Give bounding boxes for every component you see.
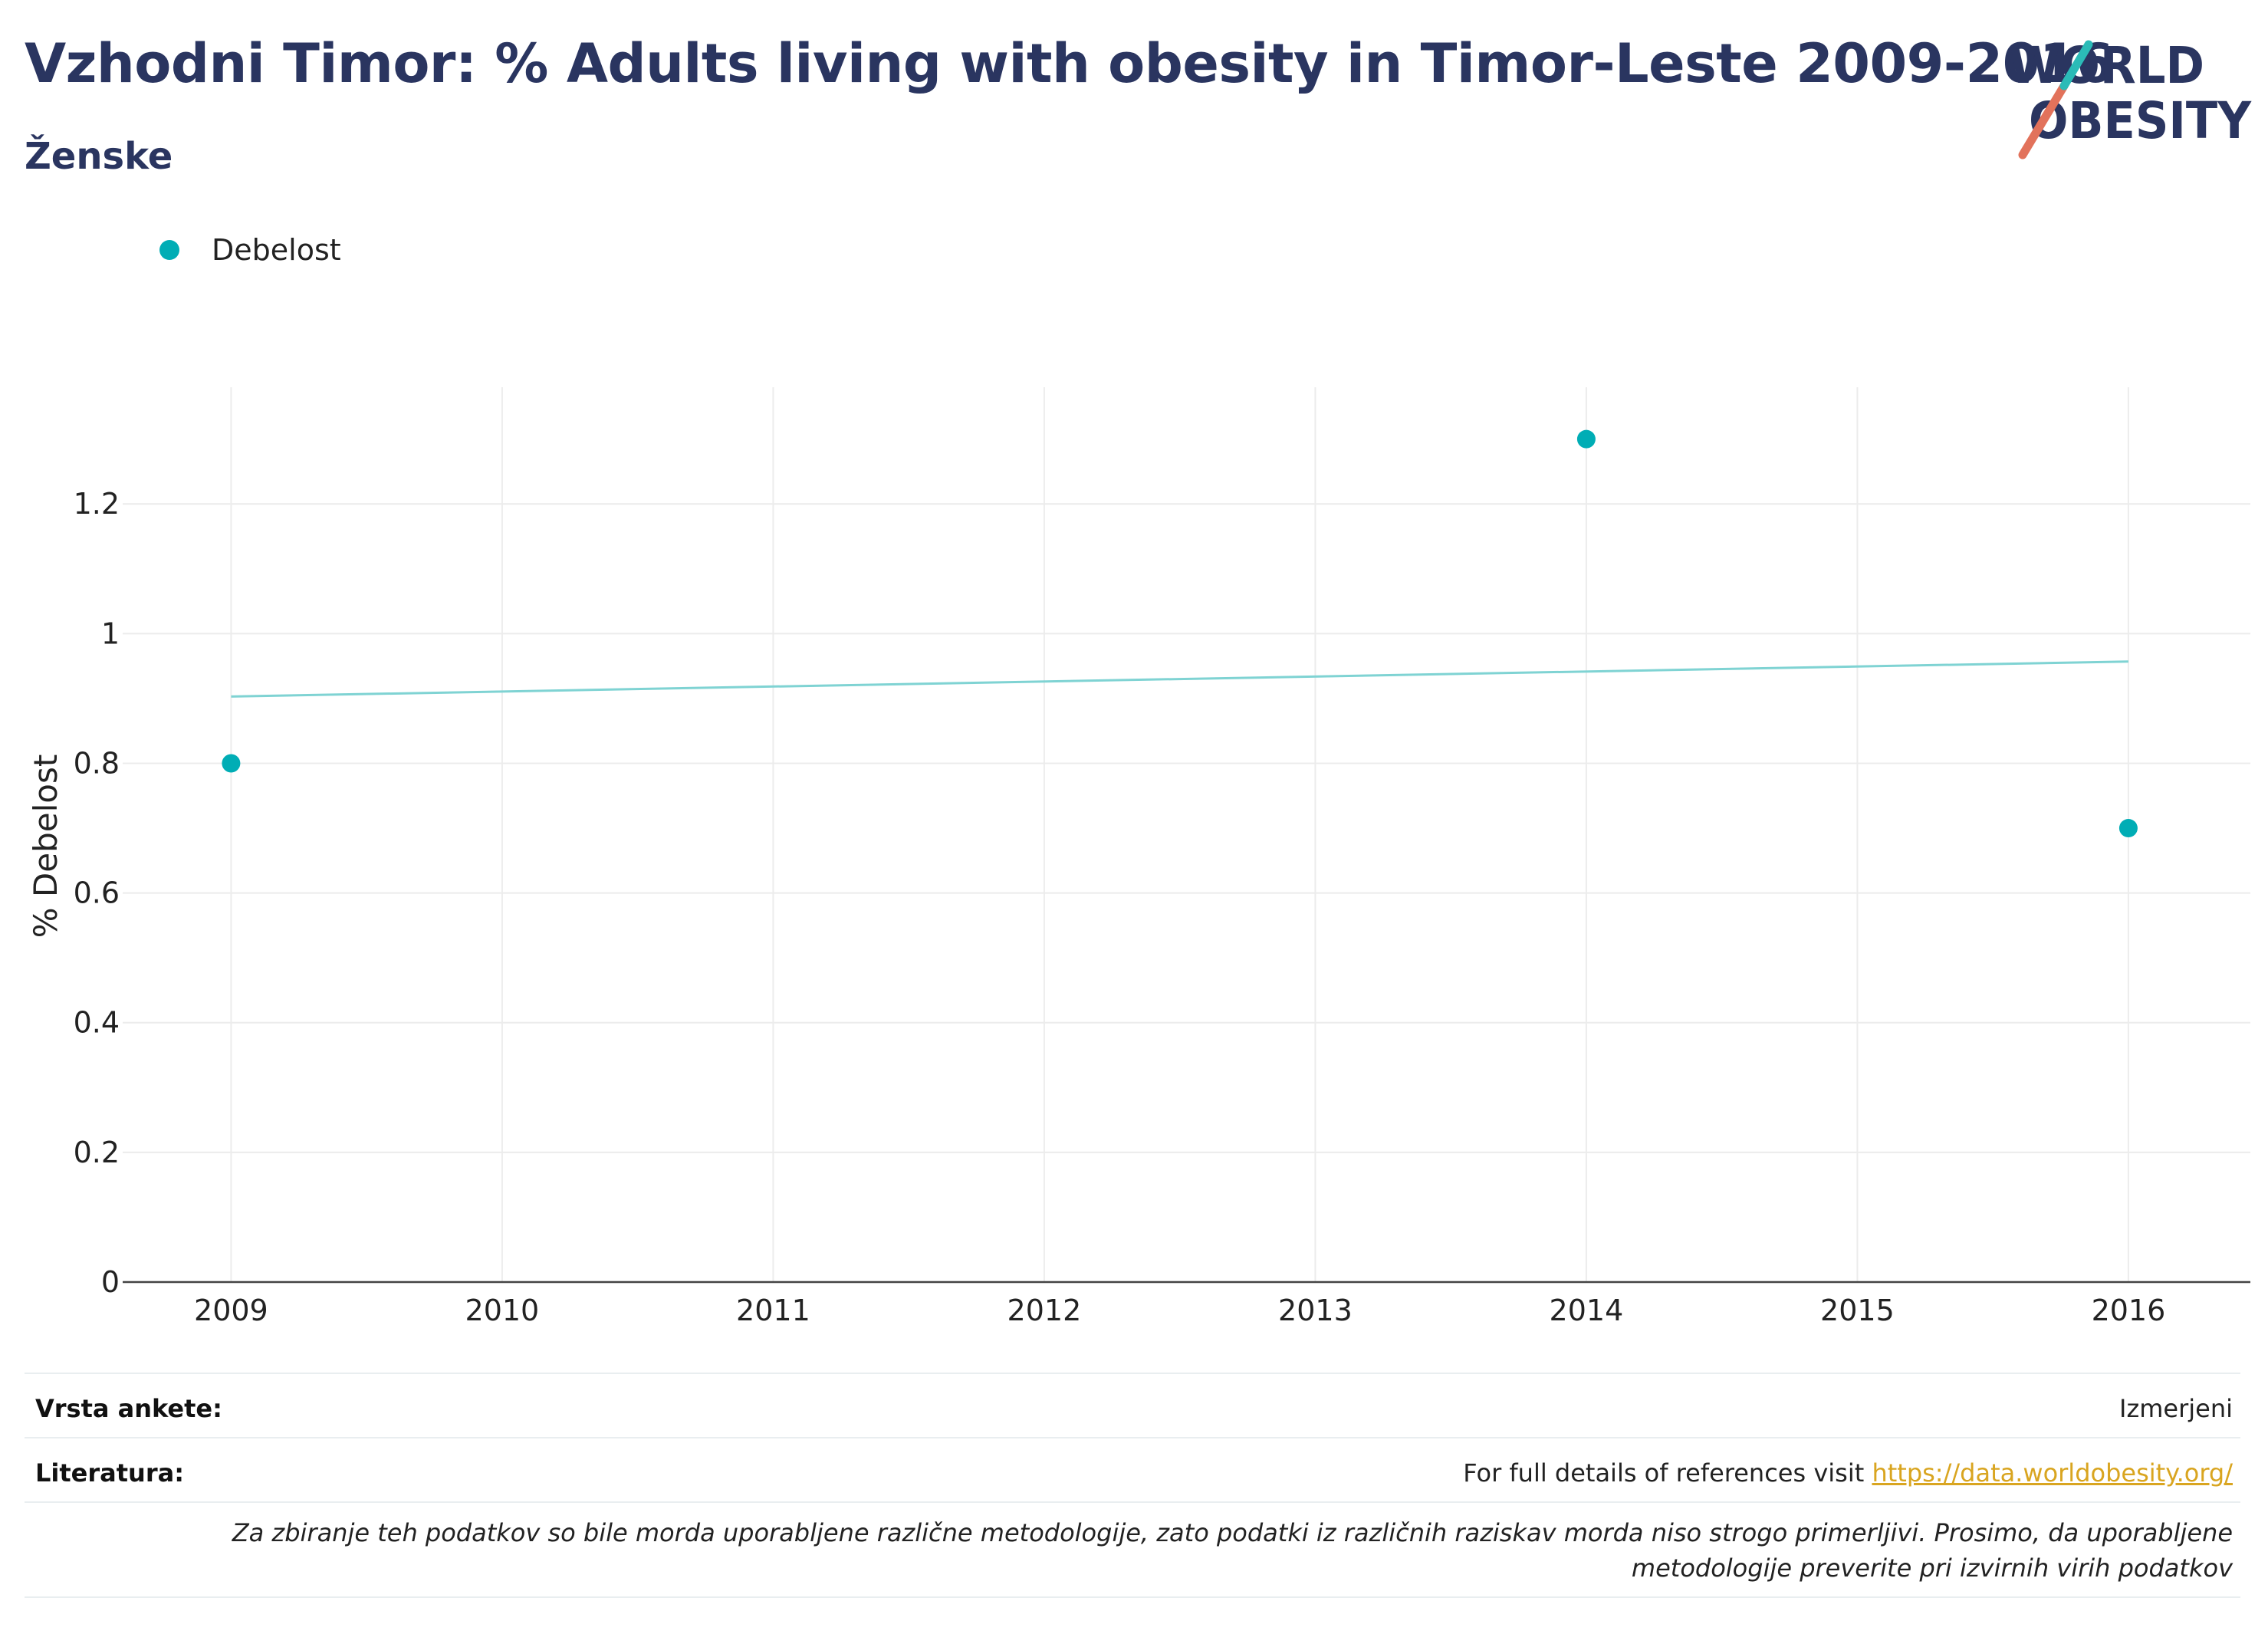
world-obesity-logo: WORLD OBESITY xyxy=(2009,36,2252,159)
chart-title: Vzhodni Timor: % Adults living with obes… xyxy=(25,32,2114,95)
references-link[interactable]: https://data.worldobesity.org/ xyxy=(1872,1458,2233,1488)
legend-label-debelost: Debelost xyxy=(212,233,341,267)
logo-slash-teal xyxy=(2059,40,2093,90)
axes: 2009 2010 2011 2012 2013 2014 2015 2016 0 0.2 0.4 0… xyxy=(74,487,2250,1327)
y-tick-label: 1 xyxy=(101,616,120,650)
y-tick-label: 0.6 xyxy=(74,876,120,910)
x-tick-label: 2014 xyxy=(1550,1294,1624,1327)
data-point xyxy=(1576,429,1596,449)
x-tick-label: 2010 xyxy=(465,1294,540,1327)
chart-plot: 2009 2010 2011 2012 2013 2014 2015 2016 0 0.2 0.4 0… xyxy=(27,387,2250,1327)
logo-line-1: WORLD xyxy=(2009,36,2204,95)
survey-type-label: Vrsta ankete: xyxy=(35,1394,222,1423)
x-tick-label: 2011 xyxy=(736,1294,810,1327)
footer-divider xyxy=(25,1373,2240,1374)
data-point xyxy=(222,754,241,773)
footer-divider xyxy=(25,1501,2240,1503)
y-axis-label: % Debelost xyxy=(27,755,64,939)
y-tick-label: 1.2 xyxy=(74,487,120,521)
references-row: Literatura: For full details of referenc… xyxy=(25,1458,2240,1494)
y-tick-label: 0.8 xyxy=(74,746,120,780)
chart-legend[interactable]: Debelost xyxy=(159,228,341,271)
data-point xyxy=(2118,819,2138,838)
survey-type-value: Izmerjeni xyxy=(2119,1394,2233,1423)
methodology-note: Za zbiranje teh podatkov so bile morda u… xyxy=(232,1518,2233,1583)
legend-marker-debelost xyxy=(159,240,179,260)
survey-type-row: Vrsta ankete: Izmerjeni xyxy=(25,1394,2240,1429)
x-tick-label: 2015 xyxy=(1820,1294,1895,1327)
x-tick-label: 2009 xyxy=(194,1294,268,1327)
references-label: Literatura: xyxy=(35,1458,184,1488)
logo-slash-red xyxy=(2018,81,2069,159)
trend-line xyxy=(231,660,2128,698)
y-axis-label-layer: % Debelost xyxy=(27,755,64,939)
chart-subtitle: Ženske xyxy=(25,135,173,178)
references-text: For full details of references visit xyxy=(1463,1458,1872,1488)
x-tick-label: 2016 xyxy=(2092,1294,2166,1327)
footer-divider xyxy=(25,1437,2240,1438)
x-tick-label: 2013 xyxy=(1278,1294,1353,1327)
y-tick-label: 0 xyxy=(101,1265,120,1299)
data-points xyxy=(222,429,2138,838)
footer-divider xyxy=(25,1596,2240,1598)
trendline-layer xyxy=(231,660,2128,698)
x-tick-label: 2012 xyxy=(1007,1294,1082,1327)
grid-lines xyxy=(123,387,2250,1282)
logo-line-2: OBESITY xyxy=(2029,91,2252,150)
y-tick-label: 0.2 xyxy=(74,1136,120,1169)
references-value: For full details of references visit htt… xyxy=(1463,1458,2233,1488)
y-tick-label: 0.4 xyxy=(74,1006,120,1040)
